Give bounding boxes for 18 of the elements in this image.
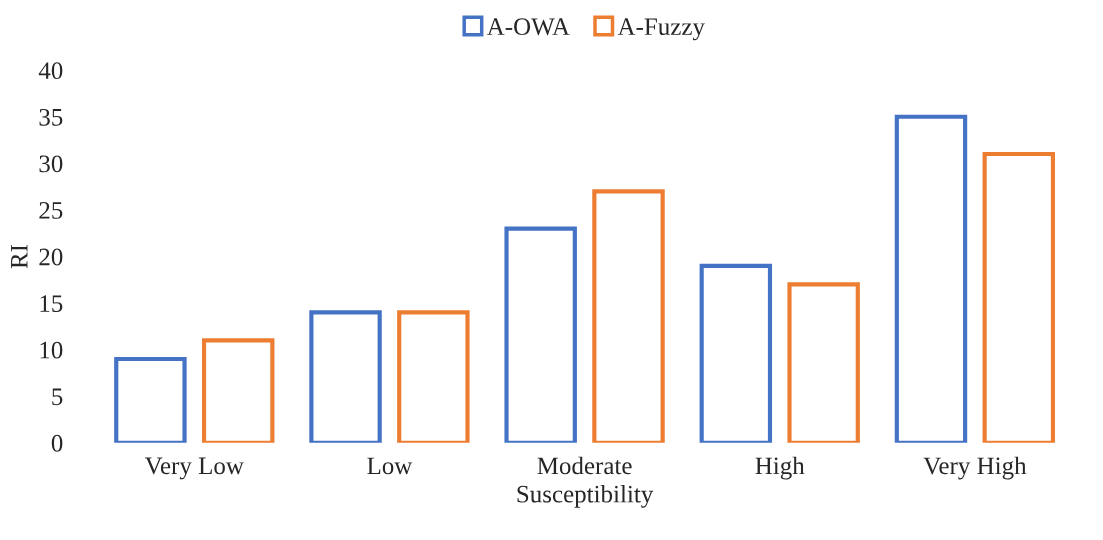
y-tick-label: 10 bbox=[40, 341, 63, 359]
y-axis-title: RI bbox=[11, 244, 28, 269]
legend-label: A-Fuzzy bbox=[617, 18, 705, 41]
y-tick-label: 25 bbox=[39, 202, 63, 219]
y-tick-label: 30 bbox=[39, 155, 63, 173]
x-axis-title: Susceptibility bbox=[517, 484, 654, 508]
legend-label: A-OWA bbox=[486, 18, 570, 36]
y-tick-label: 35 bbox=[39, 108, 63, 126]
x-tick-label: Moderate bbox=[537, 456, 632, 475]
y-tick-label: 0 bbox=[51, 434, 63, 452]
x-tick-label: Very Low bbox=[144, 457, 244, 480]
x-tick-label: High bbox=[755, 456, 805, 480]
x-tick-label: Very High bbox=[923, 456, 1027, 480]
y-tick-label: 40 bbox=[38, 62, 63, 80]
x-tick-label: Low bbox=[367, 457, 413, 475]
y-tick-label: 15 bbox=[40, 295, 63, 312]
y-tick-label: 5 bbox=[52, 388, 63, 406]
y-tick-label: 20 bbox=[39, 248, 63, 266]
